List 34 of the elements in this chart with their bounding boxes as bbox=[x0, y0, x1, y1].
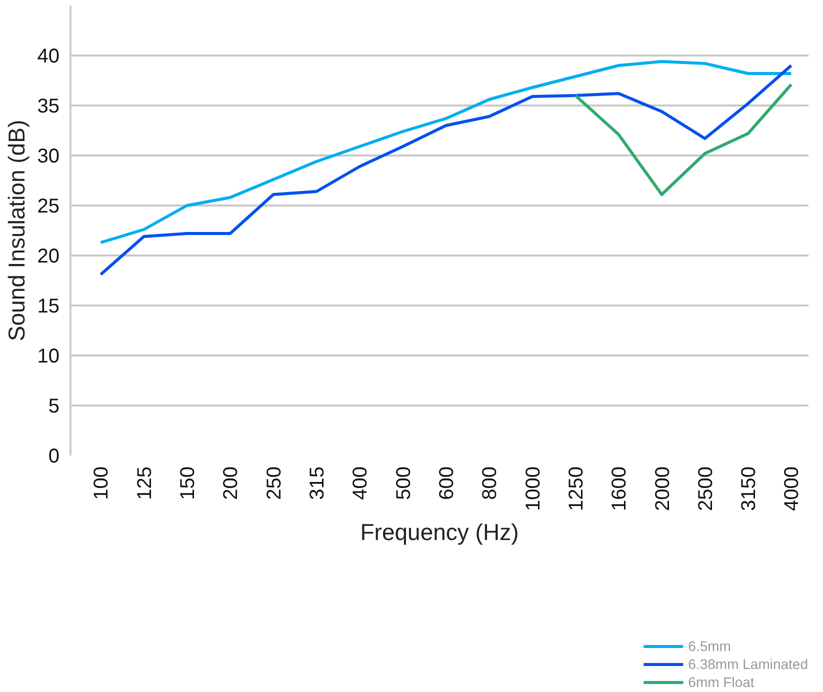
x-tick-label: 1250 bbox=[565, 466, 588, 511]
x-tick-label: 200 bbox=[220, 466, 242, 500]
line-series bbox=[99, 64, 793, 276]
y-axis-title: Sound Insulation (dB) bbox=[3, 120, 30, 342]
x-tick-label: 250 bbox=[263, 466, 286, 500]
y-tick-label: 15 bbox=[37, 296, 60, 318]
y-tick-label: 40 bbox=[37, 46, 60, 68]
x-tick-label: 315 bbox=[306, 466, 328, 500]
x-tick-label: 600 bbox=[436, 466, 458, 500]
x-tick-label: 1600 bbox=[608, 466, 631, 511]
x-tick-label: 150 bbox=[177, 466, 200, 500]
x-tick-label: 4000 bbox=[781, 466, 804, 511]
x-tick-label: 1000 bbox=[522, 466, 544, 511]
x-tick-label: 3150 bbox=[738, 466, 760, 511]
x-tick-label: 800 bbox=[479, 466, 502, 500]
x-tick-label: 400 bbox=[350, 466, 372, 500]
legend-label: 6.5mm bbox=[688, 638, 731, 654]
legend-label: 6.38mm Laminated bbox=[688, 656, 808, 672]
y-tick-label: 20 bbox=[37, 246, 60, 268]
x-tick-label: 2000 bbox=[652, 466, 674, 511]
y-tick-label: 30 bbox=[37, 146, 60, 168]
y-tick-label: 25 bbox=[37, 196, 60, 218]
x-tick-label: 2500 bbox=[694, 466, 717, 511]
x-tick-label: 125 bbox=[134, 466, 156, 500]
x-tick-label: 100 bbox=[90, 466, 113, 500]
line-series bbox=[574, 83, 793, 196]
line-series bbox=[99, 60, 793, 244]
y-tick-label: 10 bbox=[37, 346, 60, 368]
y-tick-label: 0 bbox=[48, 446, 60, 468]
y-tick-label: 35 bbox=[37, 96, 60, 118]
x-tick-label: 500 bbox=[392, 466, 415, 500]
legend-label: 6mm Float bbox=[688, 674, 754, 690]
y-tick-label: 5 bbox=[48, 396, 60, 418]
x-axis-title: Frequency (Hz) bbox=[360, 518, 519, 545]
